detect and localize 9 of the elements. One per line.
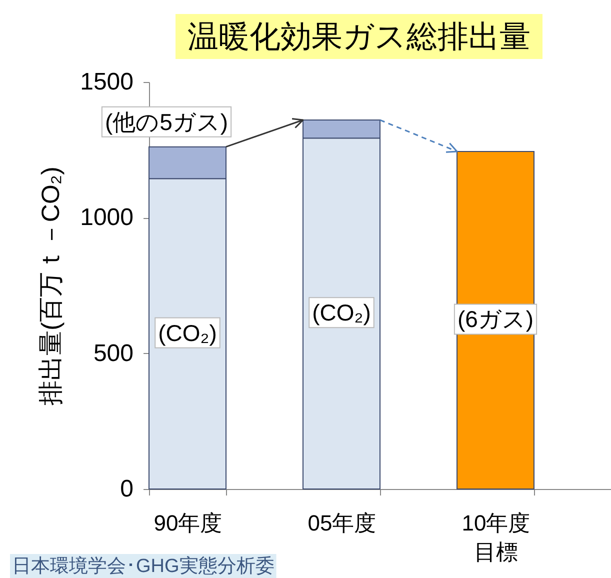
y-tick-label: 1500 [80,68,134,96]
x-tick-label: 10年度目標 [462,510,530,564]
y-tick-label: 1000 [80,204,134,232]
y-tick-label: 0 [120,476,134,502]
y-tick-label: 500 [93,340,134,367]
chart-title: 温暖化効果ガス総排出量 [188,19,530,54]
y-axis-title: 排出量(百万ｔ－CO₂) [37,166,66,406]
x-tick-label: 05年度 [308,510,376,536]
x-tick-label: 90年度 [154,510,222,536]
